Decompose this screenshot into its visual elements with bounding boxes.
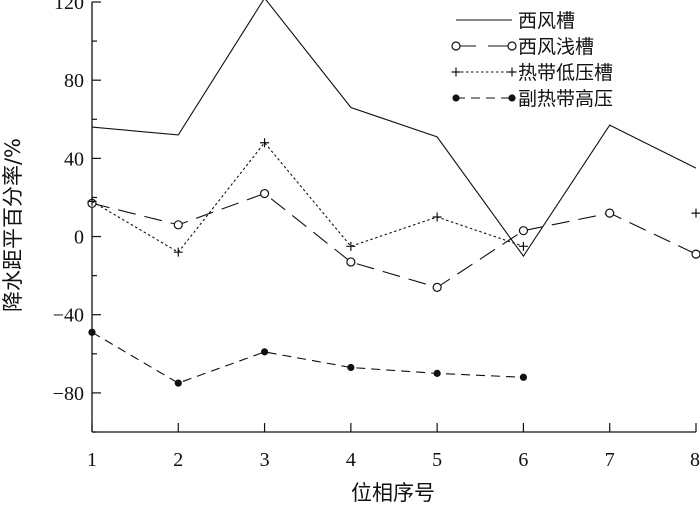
series-4 — [88, 328, 528, 387]
data-point — [88, 328, 96, 336]
data-point — [691, 249, 700, 259]
data-point — [346, 241, 356, 251]
data-point — [174, 379, 182, 387]
x-tick-label: 3 — [260, 449, 270, 471]
data-point — [605, 208, 615, 218]
x-tick-label: 5 — [432, 449, 442, 471]
legend-marker — [451, 41, 461, 51]
y-tick-label: 40 — [64, 148, 84, 170]
series-2 — [87, 188, 700, 292]
x-axis-ticks: 1 2 3 4 5 6 7 8 — [87, 423, 700, 471]
data-point — [518, 241, 528, 251]
axes — [91, 2, 696, 433]
y-axis-label: 降水距平百分率/% — [1, 138, 25, 312]
x-tick-label: 6 — [518, 449, 528, 471]
data-point — [432, 212, 442, 222]
x-tick-label: 1 — [87, 449, 97, 471]
y-tick-label: 120 — [54, 0, 84, 14]
legend-label: 西风槽 — [518, 10, 575, 32]
data-point — [260, 348, 269, 356]
data-point — [347, 363, 355, 372]
series-3 — [87, 138, 700, 257]
legend-item: 西风浅槽 — [451, 36, 594, 58]
x-tick-label: 2 — [173, 449, 183, 471]
y-tick-label: −80 — [53, 383, 84, 405]
data-point — [433, 369, 441, 377]
data-point — [173, 247, 183, 257]
legend-marker — [507, 41, 517, 51]
data-point — [87, 196, 97, 206]
data-point — [432, 282, 442, 292]
x-axis-label: 位相序号 — [351, 481, 435, 505]
legend-marker — [508, 94, 516, 102]
data-point — [259, 188, 270, 199]
series-line — [92, 143, 696, 253]
y-tick-label: 0 — [74, 227, 84, 249]
data-point — [519, 373, 528, 381]
series-line — [91, 192, 697, 288]
x-tick-label: 4 — [346, 449, 356, 471]
x-tick-label: 8 — [690, 449, 700, 471]
legend-marker — [451, 67, 461, 77]
data-point — [346, 257, 356, 267]
legend-label: 热带低压槽 — [518, 62, 613, 84]
legend-marker — [507, 67, 517, 77]
data-point — [260, 138, 270, 148]
legend-item: 热带低压槽 — [451, 62, 613, 84]
legend-label: 西风浅槽 — [518, 36, 594, 58]
legend-label: 副热带高压 — [518, 88, 613, 110]
series-layer — [87, 0, 700, 387]
legend-item: 西风槽 — [456, 10, 575, 32]
legend-marker — [452, 94, 460, 102]
data-point — [173, 220, 183, 230]
series-1 — [91, 0, 697, 258]
series-line — [91, 331, 524, 384]
y-tick-label: 80 — [64, 70, 84, 92]
series-line — [91, 0, 697, 258]
y-axis-ticks: −80 −40 0 40 80 120 — [53, 0, 101, 433]
data-point — [691, 208, 700, 218]
y-tick-label: −40 — [53, 305, 84, 327]
x-tick-label: 7 — [605, 449, 615, 471]
data-point — [518, 226, 529, 236]
legend-item: 副热带高压 — [452, 88, 613, 110]
